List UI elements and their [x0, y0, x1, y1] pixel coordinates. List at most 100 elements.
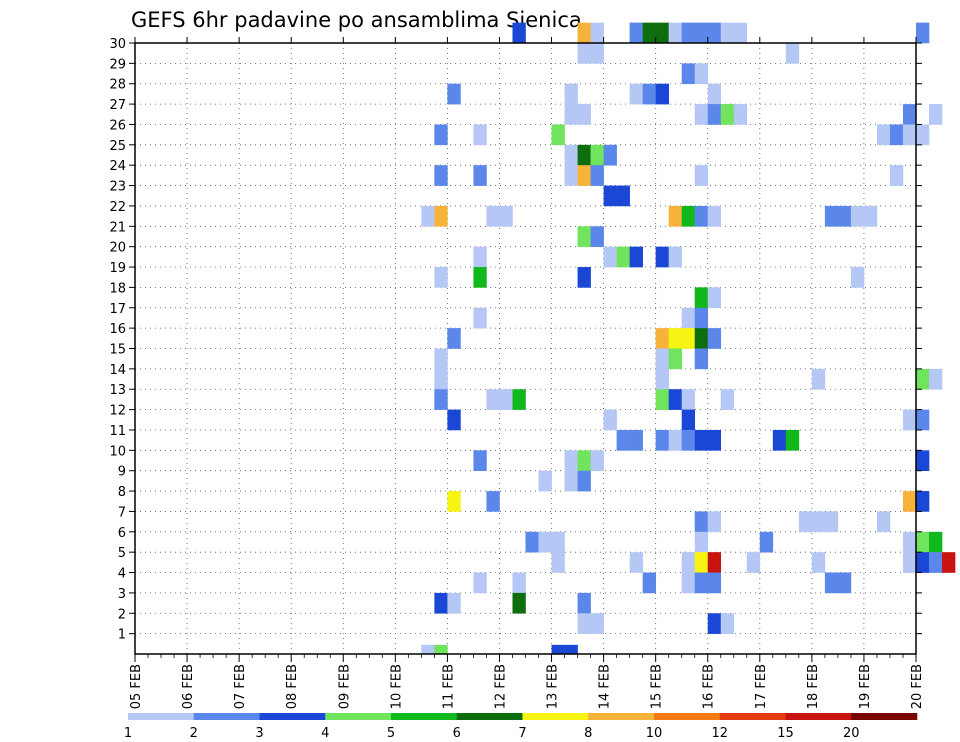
- heatmap-cell: [590, 43, 604, 64]
- y-tick-label: 3: [118, 587, 126, 602]
- heatmap-cell: [473, 267, 487, 288]
- legend-color-swatch: [785, 713, 852, 720]
- heatmap-cell: [929, 531, 943, 553]
- heatmap-cell: [434, 124, 448, 146]
- heatmap-cell: [447, 328, 461, 349]
- heatmap-cell: [473, 307, 487, 329]
- heatmap-cell: [916, 368, 930, 390]
- heatmap-cell: [929, 104, 943, 125]
- heatmap-cell: [629, 246, 643, 268]
- y-tick-label: 14: [109, 363, 126, 378]
- heatmap-cell: [902, 409, 917, 431]
- x-tick-label: 18 FEB: [806, 664, 821, 709]
- heatmap-cell: [694, 511, 709, 533]
- y-tick-label: 8: [118, 485, 126, 500]
- y-tick-label: 17: [109, 302, 126, 317]
- legend-label: 4: [321, 726, 329, 741]
- heatmap-cell: [837, 572, 852, 594]
- heatmap-cell: [694, 348, 709, 370]
- y-tick-label: 20: [109, 241, 126, 256]
- heatmap-cell: [434, 592, 448, 614]
- heatmap-cell: [642, 83, 656, 105]
- heatmap-cell: [746, 552, 761, 573]
- heatmap-cell: [603, 185, 617, 207]
- heatmap-cell: [564, 470, 578, 492]
- color-legend: 1 2 3 4 5 6 7 8 10 12 15 20: [124, 713, 918, 741]
- heatmap-cell: [902, 552, 917, 573]
- heatmap-cell: [590, 450, 604, 471]
- heatmap-cell: [681, 307, 696, 329]
- heatmap-cell: [876, 511, 891, 533]
- heatmap-cell: [577, 470, 591, 492]
- heatmap-cell: [590, 144, 604, 166]
- heatmap-cell: [772, 429, 787, 451]
- y-tick-label: 2: [118, 607, 126, 622]
- heatmap-cell: [590, 226, 604, 247]
- y-tick-label: 18: [109, 281, 126, 296]
- heatmap-cell: [642, 572, 656, 594]
- heatmap-cell: [564, 83, 578, 105]
- x-tick-label: 06 FEB: [181, 664, 196, 709]
- heatmap-cell: [707, 83, 722, 105]
- heatmap-cell: [512, 22, 526, 44]
- heatmap-cell: [681, 22, 696, 44]
- legend-color-swatch: [654, 713, 721, 720]
- heatmap-cell: [616, 246, 630, 268]
- heatmap-cell: [811, 511, 826, 533]
- heatmap-cell: [811, 368, 826, 390]
- x-tick-label: 08 FEB: [285, 664, 300, 709]
- heatmap-cell: [824, 511, 839, 533]
- heatmap-cell: [486, 491, 500, 512]
- heatmap-cell: [525, 531, 539, 553]
- heatmap-cell: [603, 246, 617, 268]
- heatmap-cell: [473, 165, 487, 186]
- legend-label: 1: [124, 726, 132, 741]
- legend-color-swatch: [588, 713, 655, 720]
- heatmap-cell: [694, 165, 709, 186]
- heatmap-cell: [434, 267, 448, 288]
- heatmap-cell: [916, 531, 930, 553]
- heatmap-cell: [668, 22, 682, 44]
- heatmap-cell: [681, 63, 696, 85]
- legend-color-swatch: [522, 713, 589, 720]
- legend-color-swatch: [325, 713, 392, 720]
- x-tick-label: 20 FEB: [910, 664, 925, 709]
- y-tick-label: 22: [109, 200, 126, 215]
- y-tick-label: 26: [109, 118, 126, 133]
- legend-color-swatch: [128, 713, 195, 720]
- legend-label: 2: [190, 726, 198, 741]
- y-tick-label: 27: [109, 98, 126, 113]
- x-tick-label: 15 FEB: [650, 664, 665, 709]
- legend-color-swatch: [193, 713, 260, 720]
- heatmap-cell: [850, 267, 865, 288]
- y-axis-ticks: 1234567891011121314151617181920212223242…: [109, 37, 922, 643]
- heatmap-cell: [916, 450, 930, 471]
- y-tick-label: 15: [109, 343, 126, 358]
- heatmap-cell: [564, 104, 578, 125]
- heatmap-cell: [499, 389, 513, 410]
- heatmap-cell: [551, 552, 565, 573]
- y-tick-label: 1: [118, 628, 126, 643]
- heatmap-cell: [916, 491, 930, 512]
- heatmap-cell: [447, 491, 461, 512]
- legend-label: 8: [584, 726, 592, 741]
- heatmap-cell: [512, 389, 526, 410]
- heatmap-cell: [486, 205, 500, 227]
- heatmap-cell: [629, 429, 643, 451]
- heatmap-cell: [577, 592, 591, 614]
- heatmap-cell: [785, 43, 800, 64]
- heatmap-cell: [707, 429, 722, 451]
- heatmap-cell: [564, 450, 578, 471]
- heatmap-cell: [629, 552, 643, 573]
- heatmap-cell: [707, 287, 722, 309]
- heatmap-cell: [681, 409, 696, 431]
- heatmap-cell: [434, 348, 448, 370]
- heatmap-cell: [694, 104, 709, 125]
- heatmap-cell: [616, 185, 630, 207]
- heatmap-cell: [577, 22, 591, 44]
- heatmap-cell: [876, 124, 891, 146]
- heatmap-cell: [902, 491, 917, 512]
- y-tick-label: 7: [118, 505, 126, 520]
- heatmap-cell: [942, 552, 956, 573]
